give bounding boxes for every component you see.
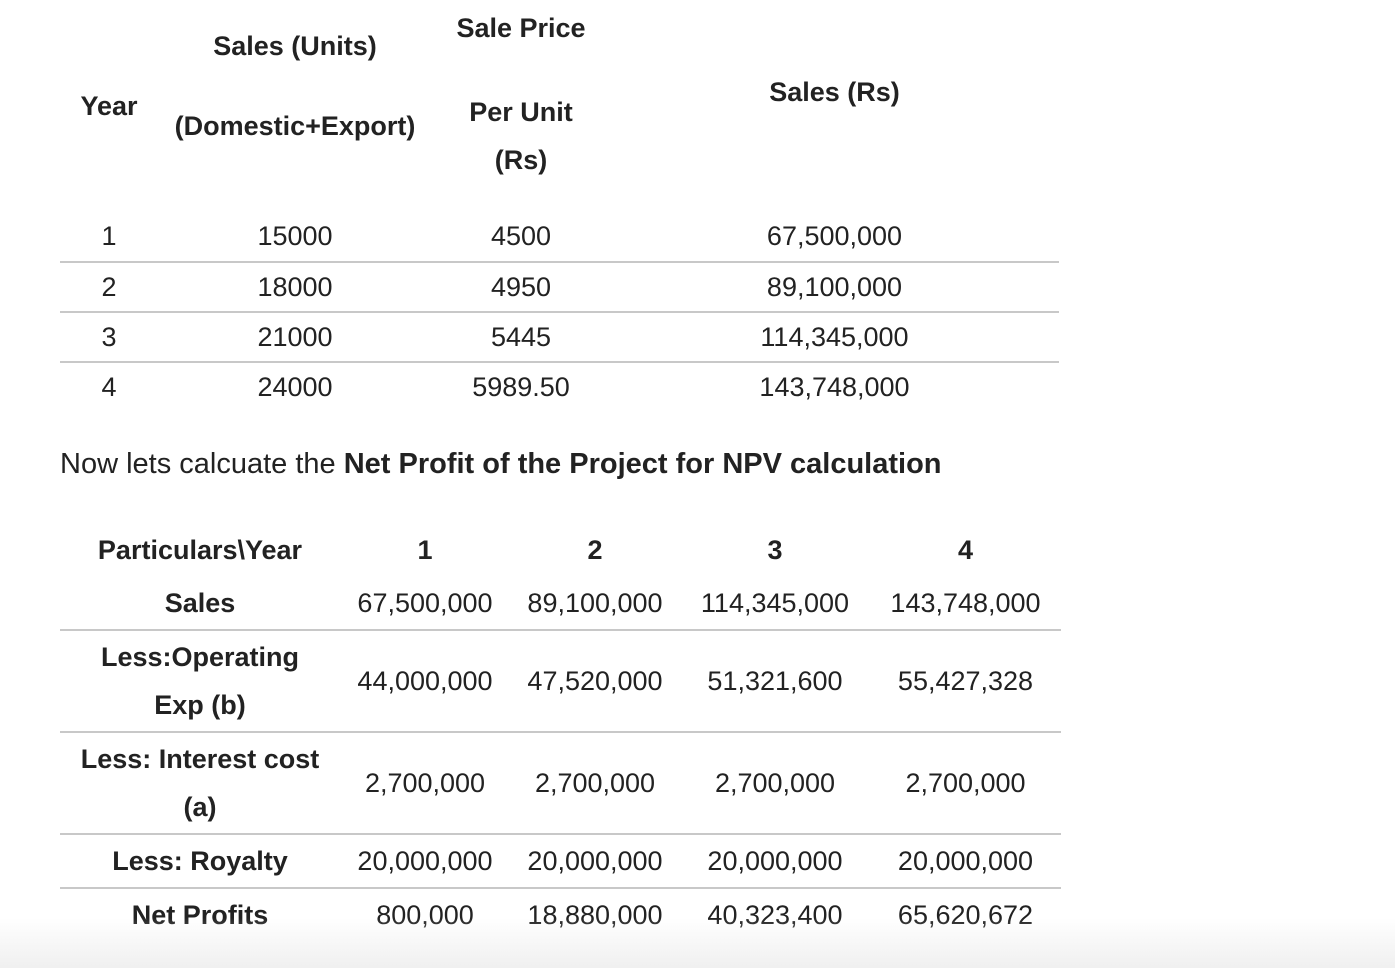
row-label-sales: Sales (164, 587, 236, 618)
table-row: 4 24000 5989.50 143,748,000 (60, 361, 1059, 412)
row-label-line2: Exp (b) (154, 690, 246, 720)
cell-year: 1 (101, 221, 117, 251)
header-units-line2: (Domestic+Export) (174, 111, 416, 141)
cell-year: 3 (60, 311, 158, 362)
cell-value: 20,000,000 (680, 833, 870, 888)
sales-table: Year Sales (Units) (Domestic+Export) Sal… (60, 0, 1059, 412)
header-year-label: Year (80, 91, 138, 121)
table-row: 3 21000 5445 114,345,000 (60, 311, 1059, 362)
cell-value: 2,700,000 (510, 731, 680, 834)
table-row-royalty: Less: Royalty 20,000,000 20,000,000 20,0… (60, 833, 1061, 888)
cell-value: 20,000,000 (510, 833, 680, 888)
header-price-line2: Per Unit (469, 97, 573, 127)
row-label-line1: Less: Interest cost (80, 744, 320, 774)
cell-value: 89,100,000 (527, 587, 663, 618)
cell-value: 44,000,000 (340, 629, 510, 732)
cell-value: 2,700,000 (340, 731, 510, 834)
header-sales-rs: Sales (Rs) (610, 0, 1059, 212)
cell-units: 18000 (158, 261, 432, 312)
cell-units: 15000 (257, 221, 333, 251)
row-label-line1: Less:Operating (100, 642, 300, 672)
header-price-line3: (Rs) (494, 145, 548, 175)
paragraph-bold-text: Net Profit of the Project for NPV calcul… (343, 448, 942, 480)
table-row-interest-cost: Less: Interest cost (a) 2,700,000 2,700,… (60, 731, 1061, 834)
cell-year: 2 (60, 261, 158, 312)
cell-price: 5989.50 (432, 361, 610, 412)
cell-value: 51,321,600 (680, 629, 870, 732)
row-label-line2: (a) (183, 792, 217, 822)
cell-sales: 143,748,000 (610, 361, 1059, 412)
row-label-royalty: Less: Royalty (60, 833, 340, 888)
intro-paragraph: Now lets calcuate the Net Profit of the … (60, 448, 942, 481)
cell-price: 5445 (432, 311, 610, 362)
row-label-interest-cost: Less: Interest cost (a) (60, 731, 340, 834)
table-row-net-profits: Net Profits 800,000 18,880,000 40,323,40… (60, 887, 1061, 940)
cell-value: 20,000,000 (870, 833, 1061, 888)
cell-price: 4500 (490, 221, 552, 251)
paragraph-text: Now lets calcuate the (60, 448, 344, 480)
cell-value: 20,000,000 (340, 833, 510, 888)
cell-value: 800,000 (340, 887, 510, 940)
table-row: 1 15000 4500 67,500,000 (60, 212, 1059, 262)
net-profit-header-row: Particulars\Year 1 2 3 4 (60, 524, 1061, 576)
cell-value: 55,427,328 (870, 629, 1061, 732)
cell-value: 67,500,000 (357, 587, 493, 618)
cell-value: 18,880,000 (510, 887, 680, 940)
row-label-operating-exp: Less:Operating Exp (b) (60, 629, 340, 732)
table-row-operating-exp: Less:Operating Exp (b) 44,000,000 47,520… (60, 629, 1061, 732)
header-year-4: 4 (957, 535, 974, 565)
header-sales-rs-label: Sales (Rs) (769, 77, 900, 107)
cell-sales: 89,100,000 (610, 261, 1059, 312)
header-price-line1: Sale Price (456, 13, 586, 43)
cell-units: 21000 (158, 311, 432, 362)
header-year: Year (60, 0, 158, 212)
cell-value: 2,700,000 (870, 731, 1061, 834)
cell-value: 114,345,000 (700, 587, 850, 618)
sales-table-header-row: Year Sales (Units) (Domestic+Export) Sal… (60, 0, 1059, 212)
cell-sales: 114,345,000 (610, 311, 1059, 362)
cell-value: 2,700,000 (680, 731, 870, 834)
cell-value: 65,620,672 (870, 887, 1061, 940)
header-sales-units: Sales (Units) (Domestic+Export) (158, 0, 432, 212)
net-profit-table: Particulars\Year 1 2 3 4 Sales 67,500,00… (60, 524, 1061, 940)
cell-units: 24000 (158, 361, 432, 412)
header-particulars: Particulars\Year (97, 535, 303, 565)
cell-year: 4 (60, 361, 158, 412)
header-year-1: 1 (417, 535, 433, 565)
header-sale-price: Sale Price Per Unit (Rs) (432, 0, 610, 212)
header-year-3: 3 (767, 535, 783, 565)
cell-value: 47,520,000 (510, 629, 680, 732)
cell-value: 143,748,000 (890, 587, 1041, 618)
table-row-sales: Sales 67,500,000 89,100,000 114,345,000 … (60, 576, 1061, 630)
header-units-line1: Sales (Units) (213, 31, 377, 61)
cell-sales: 67,500,000 (766, 221, 903, 251)
row-label-net-profits: Net Profits (60, 887, 340, 940)
table-row: 2 18000 4950 89,100,000 (60, 261, 1059, 312)
cell-value: 40,323,400 (680, 887, 870, 940)
cell-price: 4950 (432, 261, 610, 312)
header-year-2: 2 (587, 535, 603, 565)
